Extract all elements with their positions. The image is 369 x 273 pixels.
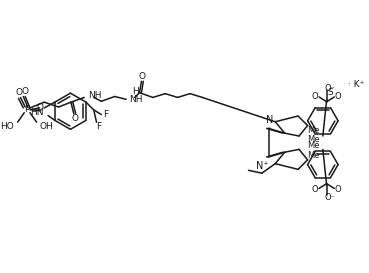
Text: H: H <box>132 87 139 96</box>
Text: HO: HO <box>0 123 14 132</box>
Text: O: O <box>22 87 29 96</box>
Text: NH: NH <box>88 91 101 100</box>
Text: · K⁺: · K⁺ <box>348 80 364 89</box>
Text: O: O <box>37 103 44 112</box>
Text: O: O <box>312 91 318 100</box>
Text: F: F <box>104 110 108 119</box>
Text: O: O <box>335 185 341 194</box>
Text: O: O <box>139 72 146 81</box>
Text: O: O <box>312 185 318 194</box>
Text: O⁻: O⁻ <box>324 194 335 203</box>
Text: F: F <box>96 123 101 132</box>
Text: Me: Me <box>307 141 319 150</box>
Text: N⁺: N⁺ <box>256 161 269 171</box>
Text: NH: NH <box>129 95 142 104</box>
Text: O⁻: O⁻ <box>324 84 335 93</box>
Text: N: N <box>266 115 273 125</box>
Text: Me: Me <box>307 135 319 144</box>
Text: Me: Me <box>307 126 319 135</box>
Text: OH: OH <box>39 123 53 132</box>
Text: Me: Me <box>307 151 319 160</box>
Text: O: O <box>71 114 78 123</box>
Text: S: S <box>328 88 333 97</box>
Text: P: P <box>24 105 30 114</box>
Text: HN: HN <box>30 108 43 117</box>
Text: O: O <box>335 91 341 100</box>
Text: O: O <box>16 88 23 97</box>
